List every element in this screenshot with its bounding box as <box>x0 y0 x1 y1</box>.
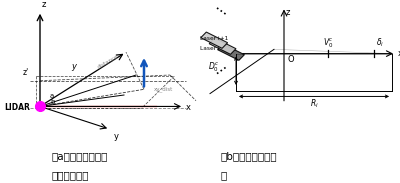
Text: x: x <box>398 49 400 58</box>
Text: xy_dist: xy_dist <box>154 86 173 92</box>
Text: a: a <box>50 93 54 99</box>
Bar <box>209 38 236 54</box>
Bar <box>201 32 228 48</box>
Text: $\delta_i$: $\delta_i$ <box>376 36 384 48</box>
Text: x: x <box>186 103 191 112</box>
Text: z: z <box>286 8 290 17</box>
Text: $R_i$: $R_i$ <box>310 97 318 110</box>
Text: $V_0^c$: $V_0^c$ <box>323 36 333 50</box>
Text: 图: 图 <box>220 170 226 180</box>
Text: Laser i: Laser i <box>200 46 220 51</box>
Text: 的空间坐标系: 的空间坐标系 <box>52 170 90 180</box>
Text: z: z <box>42 0 46 9</box>
Text: b: b <box>50 99 54 104</box>
Text: （b）内部校正示意: （b）内部校正示意 <box>220 151 277 161</box>
Text: z': z' <box>23 68 29 77</box>
Text: （a）以雷达为中心: （a）以雷达为中心 <box>52 151 108 161</box>
Text: distance: distance <box>97 54 119 70</box>
Text: y: y <box>114 132 119 141</box>
Text: Laser i+1: Laser i+1 <box>200 36 228 41</box>
Bar <box>218 44 244 60</box>
Text: y: y <box>72 62 76 71</box>
Text: $D_0^c$: $D_0^c$ <box>208 60 220 74</box>
Text: O: O <box>288 55 295 64</box>
Text: LIDAR: LIDAR <box>4 103 30 112</box>
